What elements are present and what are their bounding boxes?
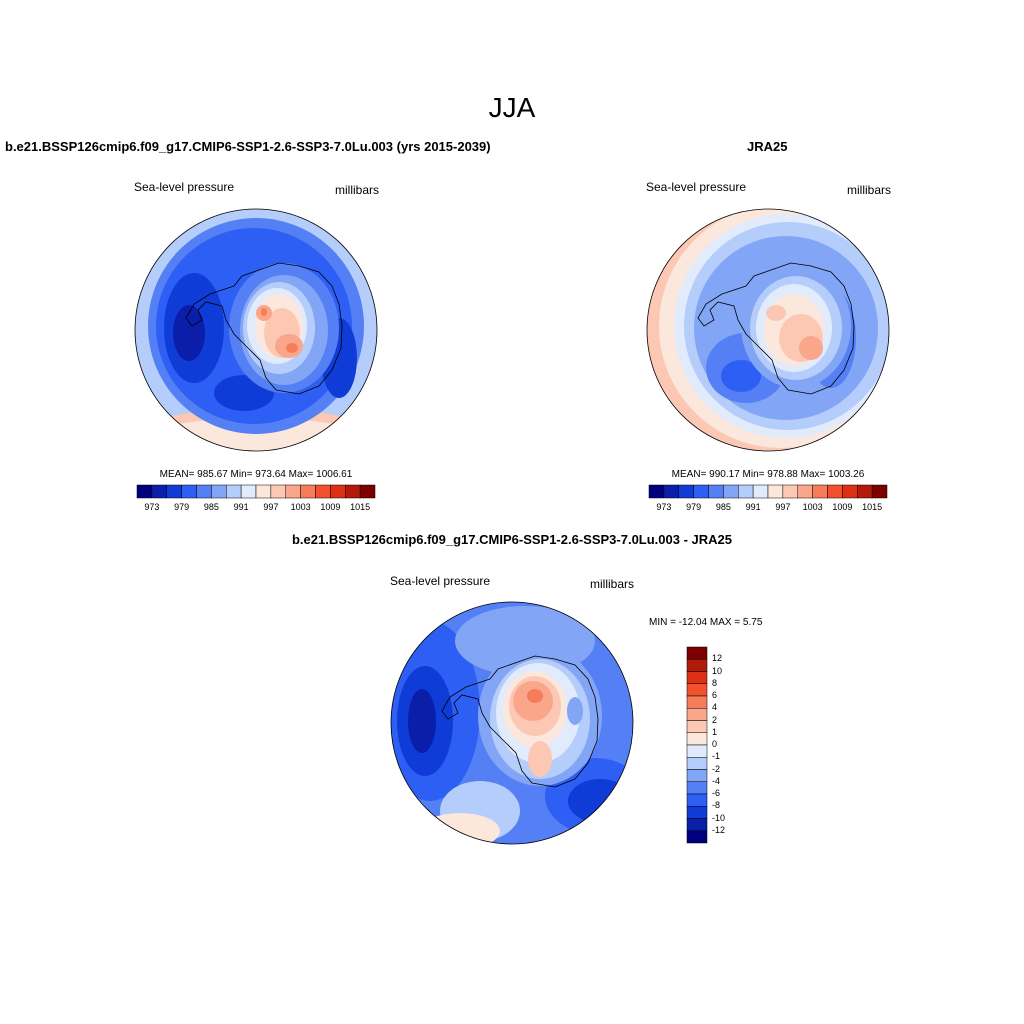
colorbar-tick-label: 6 bbox=[712, 690, 718, 700]
diff-field-label: Sea-level pressure bbox=[390, 574, 491, 588]
colorbar-swatch bbox=[686, 781, 708, 795]
colorbar-tick-label: -10 bbox=[712, 812, 726, 823]
colorbar-swatch bbox=[752, 484, 769, 499]
colorbar-tick-label: -8 bbox=[712, 800, 721, 811]
colorbar-tick-label: 997 bbox=[775, 502, 791, 512]
colorbar-swatch bbox=[738, 484, 754, 499]
colorbar-swatch bbox=[723, 484, 739, 499]
colorbar-swatch bbox=[345, 484, 361, 499]
colorbar-swatch bbox=[663, 484, 679, 499]
model-units-label: millibars bbox=[335, 183, 380, 197]
colorbar-tick-label: 10 bbox=[712, 665, 723, 676]
colorbar-swatch bbox=[693, 484, 709, 499]
diff-panel-title: b.e21.BSSP126cmip6.f09_g17.CMIP6-SSP1-2.… bbox=[291, 532, 733, 547]
colorbar-swatch bbox=[827, 484, 843, 499]
colorbar-swatch bbox=[686, 806, 708, 819]
colorbar-swatch bbox=[812, 484, 828, 499]
colorbar-swatch bbox=[270, 484, 286, 499]
colorbar-swatch bbox=[686, 793, 708, 807]
model-stats: MEAN= 985.67 Min= 973.64 Max= 1006.61 bbox=[159, 469, 353, 480]
colorbar-swatch bbox=[678, 484, 694, 499]
colorbar-swatch bbox=[686, 830, 708, 844]
colorbar-swatch bbox=[196, 484, 212, 499]
colorbar-swatch bbox=[359, 484, 376, 499]
colorbar-tick-label: 985 bbox=[715, 502, 731, 512]
colorbar-swatch bbox=[686, 683, 708, 697]
colorbar-swatch bbox=[211, 484, 227, 499]
colorbar-swatch bbox=[285, 484, 301, 499]
colorbar-swatch bbox=[686, 769, 708, 782]
colorbar-tick-label: -12 bbox=[712, 824, 726, 835]
colorbar-swatch bbox=[226, 484, 242, 499]
colorbar-swatch bbox=[686, 708, 708, 721]
diff-colorbar-ticks: 12 10 8 6 4 2 1 0 -1 -2 -4 -6 -8 -10 -12 bbox=[712, 647, 742, 843]
diff-stats: MIN = -12.04 MAX = 5.75 bbox=[649, 617, 763, 628]
colorbar-swatch bbox=[240, 484, 257, 499]
model-colorbar bbox=[136, 484, 376, 499]
colorbar-tick-label: 1009 bbox=[320, 502, 341, 512]
colorbar-swatch bbox=[686, 671, 708, 684]
colorbar-tick-label: 1015 bbox=[350, 502, 371, 512]
obs-field-label: Sea-level pressure bbox=[646, 180, 747, 194]
colorbar-swatch bbox=[686, 757, 708, 770]
model-panel-title: b.e21.BSSP126cmip6.f09_g17.CMIP6-SSP1-2.… bbox=[5, 139, 491, 154]
colorbar-swatch bbox=[842, 484, 858, 499]
colorbar-swatch bbox=[782, 484, 798, 499]
colorbar-swatch bbox=[255, 484, 272, 499]
colorbar-tick-label: 979 bbox=[174, 502, 190, 512]
obs-stats: MEAN= 990.17 Min= 978.88 Max= 1003.26 bbox=[671, 469, 865, 480]
colorbar-swatch bbox=[686, 720, 708, 733]
diff-polar-map bbox=[390, 601, 634, 845]
diff-units-label: millibars bbox=[590, 577, 635, 591]
colorbar-tick-label: 0 bbox=[712, 739, 718, 749]
colorbar-swatch bbox=[797, 484, 813, 499]
colorbar-tick-label: 4 bbox=[712, 702, 718, 713]
colorbar-swatch bbox=[151, 484, 167, 499]
obs-polar-map bbox=[646, 208, 890, 452]
colorbar-swatch bbox=[708, 484, 724, 499]
colorbar-swatch bbox=[300, 484, 316, 499]
colorbar-swatch bbox=[330, 484, 346, 499]
colorbar-swatch bbox=[136, 484, 153, 499]
model-polar-map bbox=[134, 208, 378, 452]
figure-title: JJA bbox=[488, 92, 536, 123]
colorbar-tick-label: 12 bbox=[712, 653, 723, 664]
colorbar-tick-label: 1 bbox=[712, 726, 718, 737]
model-field-label: Sea-level pressure bbox=[134, 180, 235, 194]
colorbar-tick-label: 1009 bbox=[832, 502, 853, 512]
colorbar-tick-label: 979 bbox=[686, 502, 702, 512]
colorbar-swatch bbox=[767, 484, 784, 499]
diff-colorbar bbox=[686, 646, 708, 844]
obs-panel-title: JRA25 bbox=[747, 139, 788, 154]
colorbar-swatch bbox=[686, 646, 708, 660]
colorbar-tick-label: -1 bbox=[712, 751, 721, 762]
colorbar-swatch bbox=[686, 732, 708, 746]
colorbar-swatch bbox=[686, 695, 708, 709]
colorbar-tick-label: -4 bbox=[712, 775, 721, 786]
colorbar-swatch bbox=[686, 659, 708, 672]
colorbar-swatch bbox=[686, 818, 708, 831]
colorbar-tick-label: 1003 bbox=[290, 502, 311, 512]
colorbar-swatch bbox=[871, 484, 888, 499]
colorbar-swatch bbox=[648, 484, 665, 499]
colorbar-tick-label: 1003 bbox=[802, 502, 823, 512]
colorbar-tick-label: 997 bbox=[263, 502, 279, 512]
colorbar-tick-label: 973 bbox=[656, 502, 672, 512]
colorbar-tick-label: 8 bbox=[712, 677, 718, 688]
colorbar-tick-label: 991 bbox=[233, 502, 249, 512]
colorbar-tick-label: 2 bbox=[712, 714, 718, 725]
colorbar-tick-label: -6 bbox=[712, 788, 721, 798]
colorbar-swatch bbox=[181, 484, 197, 499]
colorbar-tick-label: -2 bbox=[712, 763, 721, 774]
colorbar-swatch bbox=[166, 484, 182, 499]
colorbar-swatch bbox=[315, 484, 331, 499]
obs-units-label: millibars bbox=[847, 183, 892, 197]
colorbar-tick-label: 991 bbox=[745, 502, 761, 512]
colorbar-tick-label: 1015 bbox=[862, 502, 883, 512]
colorbar-tick-label: 973 bbox=[144, 502, 160, 512]
colorbar-swatch bbox=[857, 484, 873, 499]
obs-colorbar bbox=[648, 484, 888, 499]
colorbar-tick-label: 985 bbox=[203, 502, 219, 512]
colorbar-swatch bbox=[686, 744, 708, 758]
